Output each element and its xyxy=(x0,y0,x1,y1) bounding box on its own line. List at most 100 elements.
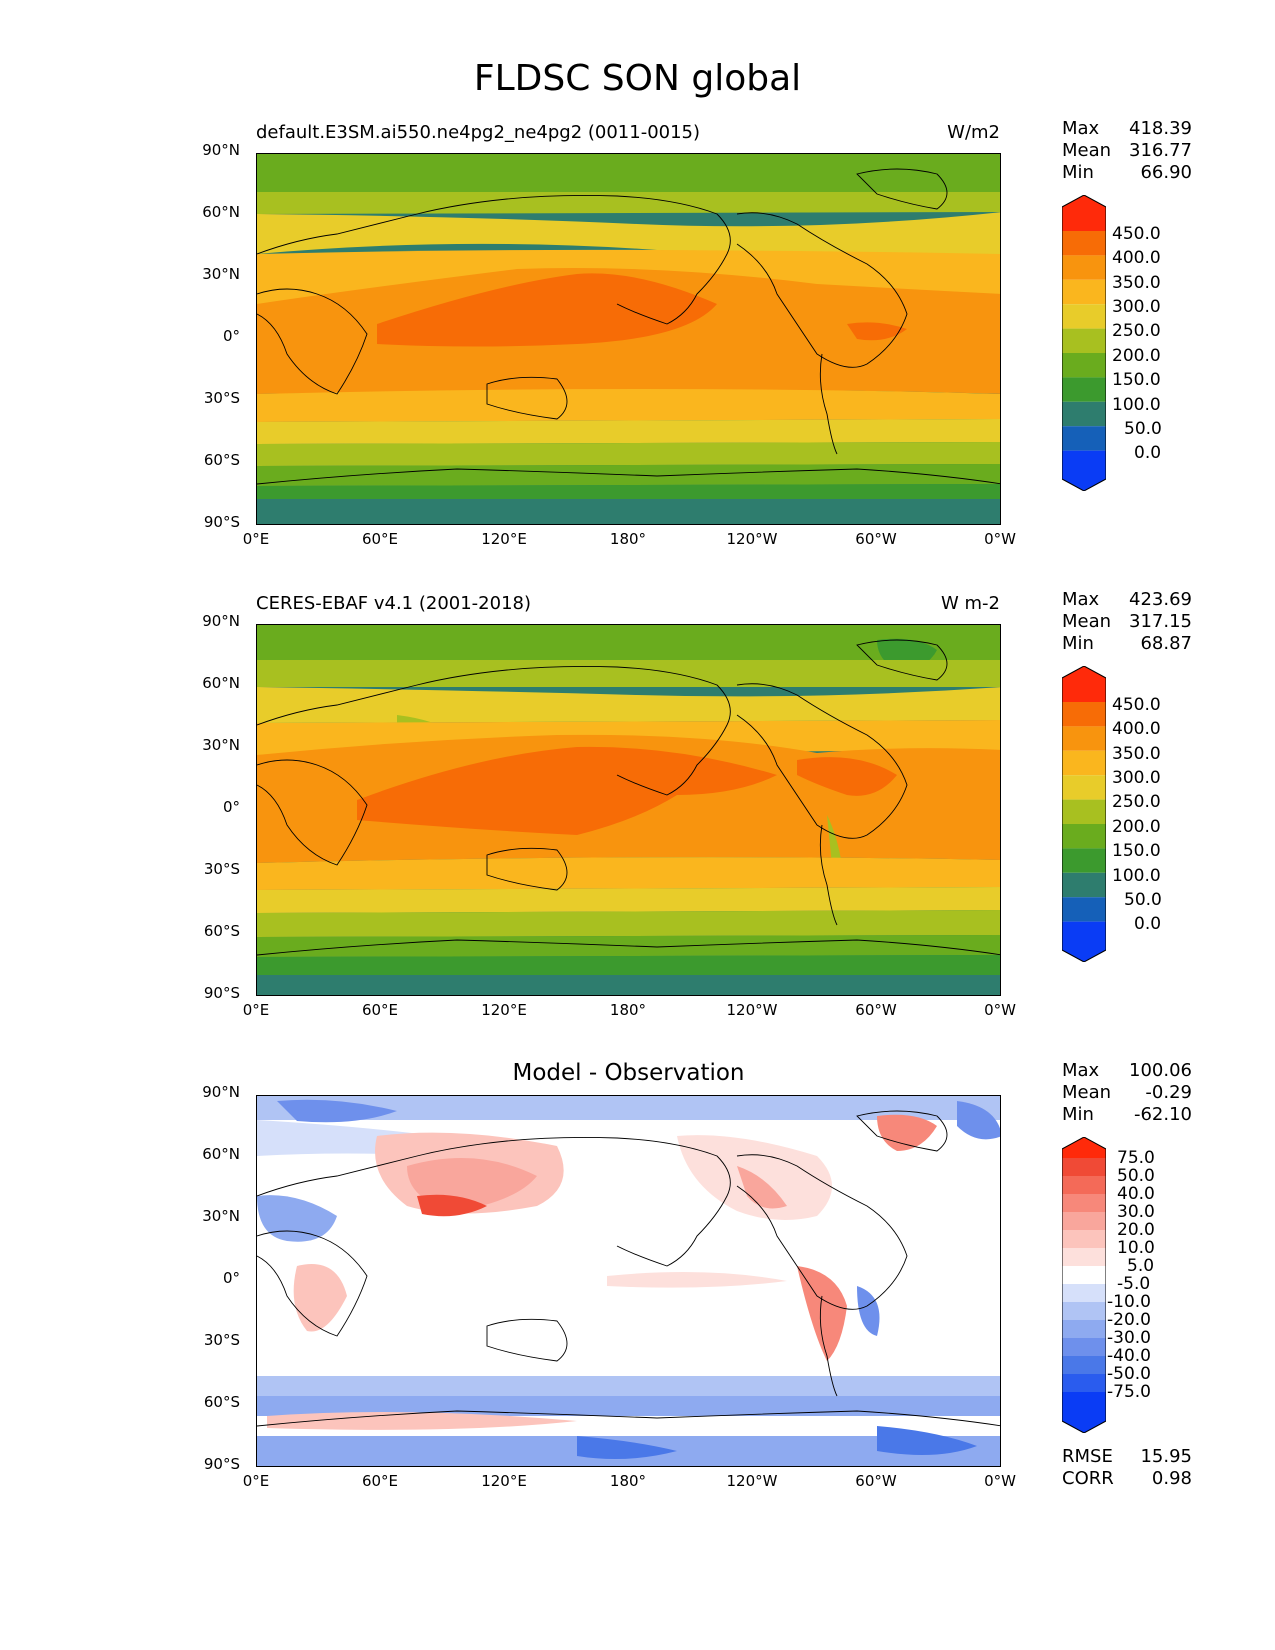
p3-cbar-label: -20.0 xyxy=(1107,1310,1151,1330)
p3-cbar-label: 30.0 xyxy=(1117,1202,1155,1222)
p2-lat-tick: 60°N xyxy=(202,674,240,692)
rmse-value: 15.95 xyxy=(1140,1446,1192,1467)
panel3-map xyxy=(256,1095,1001,1467)
corr-label: CORR xyxy=(1062,1468,1114,1489)
p3-cbar-label: 20.0 xyxy=(1117,1220,1155,1240)
p3-lat-tick: 0° xyxy=(222,1269,240,1287)
panel1-stats: Max 418.39 Mean 316.77 Min 66.90 xyxy=(1062,118,1192,184)
p2-lat-tick: 60°S xyxy=(203,922,240,940)
p2-lat-tick: 30°S xyxy=(203,860,240,878)
p3-cbar-label: 10.0 xyxy=(1117,1238,1155,1258)
p3-lon-tick: 180° xyxy=(609,1472,647,1490)
stat-label: Min xyxy=(1062,162,1094,183)
panel2-stats: Max 423.69 Mean 317.15 Min 68.87 xyxy=(1062,589,1192,655)
p3-lat-tick: 60°S xyxy=(203,1393,240,1411)
p1-lat-tick: 60°S xyxy=(203,451,240,469)
p1-lat-tick: 0° xyxy=(222,327,240,345)
p1-cbar-label: 0.0 xyxy=(1134,443,1162,463)
p2-lon-tick: 60°E xyxy=(361,1001,399,1019)
panel2-colorbar-svg xyxy=(1061,665,1107,963)
p2-cbar-label: 150.0 xyxy=(1112,841,1161,861)
p1-cbar-label: 250.0 xyxy=(1112,321,1161,341)
p3-cbar-label: -40.0 xyxy=(1107,1346,1151,1366)
stat-label: Max xyxy=(1062,589,1100,610)
p2-cbar-label: 0.0 xyxy=(1134,914,1162,934)
p3-cbar-label: 40.0 xyxy=(1117,1184,1155,1204)
p3-lon-tick: 120°W xyxy=(726,1472,778,1490)
p3-cbar-label: 75.0 xyxy=(1117,1148,1155,1168)
p2-cbar-label: 200.0 xyxy=(1112,817,1161,837)
stat-label: Min xyxy=(1062,633,1094,654)
stat-label: Max xyxy=(1062,118,1100,139)
panel2-map xyxy=(256,624,1001,996)
p3-lat-tick: 30°N xyxy=(202,1207,240,1225)
panel1-colorbar-svg xyxy=(1061,194,1107,492)
panel2-title: CERES-EBAF v4.1 (2001-2018) xyxy=(256,593,532,614)
panel3-colorbar xyxy=(1061,1136,1107,1437)
p2-cbar-label: 400.0 xyxy=(1112,719,1161,739)
p2-lon-tick: 120°E xyxy=(481,1001,527,1019)
panel1-map-svg xyxy=(257,154,1000,524)
p3-lon-tick: 60°E xyxy=(361,1472,399,1490)
stat-value: 423.69 xyxy=(1129,589,1192,610)
p1-cbar-label: 150.0 xyxy=(1112,370,1161,390)
panel3-title: Model - Observation xyxy=(512,1060,745,1086)
p1-lat-tick: 30°N xyxy=(202,265,240,283)
p2-cbar-label: 300.0 xyxy=(1112,768,1161,788)
p3-cbar-label: -10.0 xyxy=(1107,1292,1151,1312)
p1-lon-tick: 0°W xyxy=(984,530,1016,548)
p3-cbar-label: 50.0 xyxy=(1117,1166,1155,1186)
panel3-map-svg xyxy=(257,1096,1000,1466)
p2-lon-tick: 0°E xyxy=(242,1001,270,1019)
p2-lat-tick: 30°N xyxy=(202,736,240,754)
p2-lat-tick: 0° xyxy=(222,798,240,816)
p3-cbar-label: -50.0 xyxy=(1107,1364,1151,1384)
p3-cbar-label: -75.0 xyxy=(1107,1382,1151,1402)
p1-lat-tick: 90°N xyxy=(202,141,240,159)
p1-lat-tick: 90°S xyxy=(203,513,240,531)
panel1-colorbar xyxy=(1061,194,1107,495)
panel1-title: default.E3SM.ai550.ne4pg2_ne4pg2 (0011-0… xyxy=(256,122,701,143)
p2-cbar-label: 250.0 xyxy=(1112,792,1161,812)
p1-lat-tick: 30°S xyxy=(203,389,240,407)
panel3-stats: Max 100.06 Mean -0.29 Min -62.10 xyxy=(1062,1060,1192,1126)
panel3-extra-stats: RMSE 15.95 CORR 0.98 xyxy=(1062,1446,1192,1490)
stat-label: Mean xyxy=(1062,1082,1112,1103)
p3-lat-tick: 60°N xyxy=(202,1145,240,1163)
stat-value: -0.29 xyxy=(1145,1082,1192,1103)
stat-label: Min xyxy=(1062,1104,1094,1125)
stat-value: 66.90 xyxy=(1140,162,1192,183)
p1-lon-tick: 180° xyxy=(609,530,647,548)
figure-title: FLDSC SON global xyxy=(473,58,802,99)
p1-lon-tick: 120°E xyxy=(481,530,527,548)
p1-lon-tick: 120°W xyxy=(726,530,778,548)
panel2-map-svg xyxy=(257,625,1000,995)
p1-lon-tick: 0°E xyxy=(242,530,270,548)
p2-lat-tick: 90°N xyxy=(202,612,240,630)
stat-label: Mean xyxy=(1062,611,1112,632)
panel3-colorbar-svg xyxy=(1061,1136,1107,1434)
panel2-colorbar xyxy=(1061,665,1107,966)
p2-cbar-label: 350.0 xyxy=(1112,744,1161,764)
p2-lon-tick: 180° xyxy=(609,1001,647,1019)
p3-cbar-label: -5.0 xyxy=(1117,1274,1151,1294)
p1-cbar-label: 300.0 xyxy=(1112,297,1161,317)
p2-lon-tick: 60°W xyxy=(855,1001,897,1019)
rmse-label: RMSE xyxy=(1062,1446,1113,1467)
p2-lon-tick: 120°W xyxy=(726,1001,778,1019)
stat-value: -62.10 xyxy=(1133,1104,1192,1125)
p3-lon-tick: 60°W xyxy=(855,1472,897,1490)
p1-cbar-label: 200.0 xyxy=(1112,346,1161,366)
p3-lat-tick: 30°S xyxy=(203,1331,240,1349)
stat-value: 317.15 xyxy=(1129,611,1192,632)
p3-lon-tick: 0°E xyxy=(242,1472,270,1490)
corr-value: 0.98 xyxy=(1151,1468,1192,1489)
stat-label: Mean xyxy=(1062,140,1112,161)
p3-lon-tick: 120°E xyxy=(481,1472,527,1490)
p1-cbar-label: 100.0 xyxy=(1112,395,1161,415)
p2-cbar-label: 50.0 xyxy=(1124,890,1162,910)
p2-lon-tick: 0°W xyxy=(984,1001,1016,1019)
stat-value: 68.87 xyxy=(1140,633,1192,654)
panel2-units: W m-2 xyxy=(940,593,1000,614)
panel1-units: W/m2 xyxy=(947,122,1000,143)
